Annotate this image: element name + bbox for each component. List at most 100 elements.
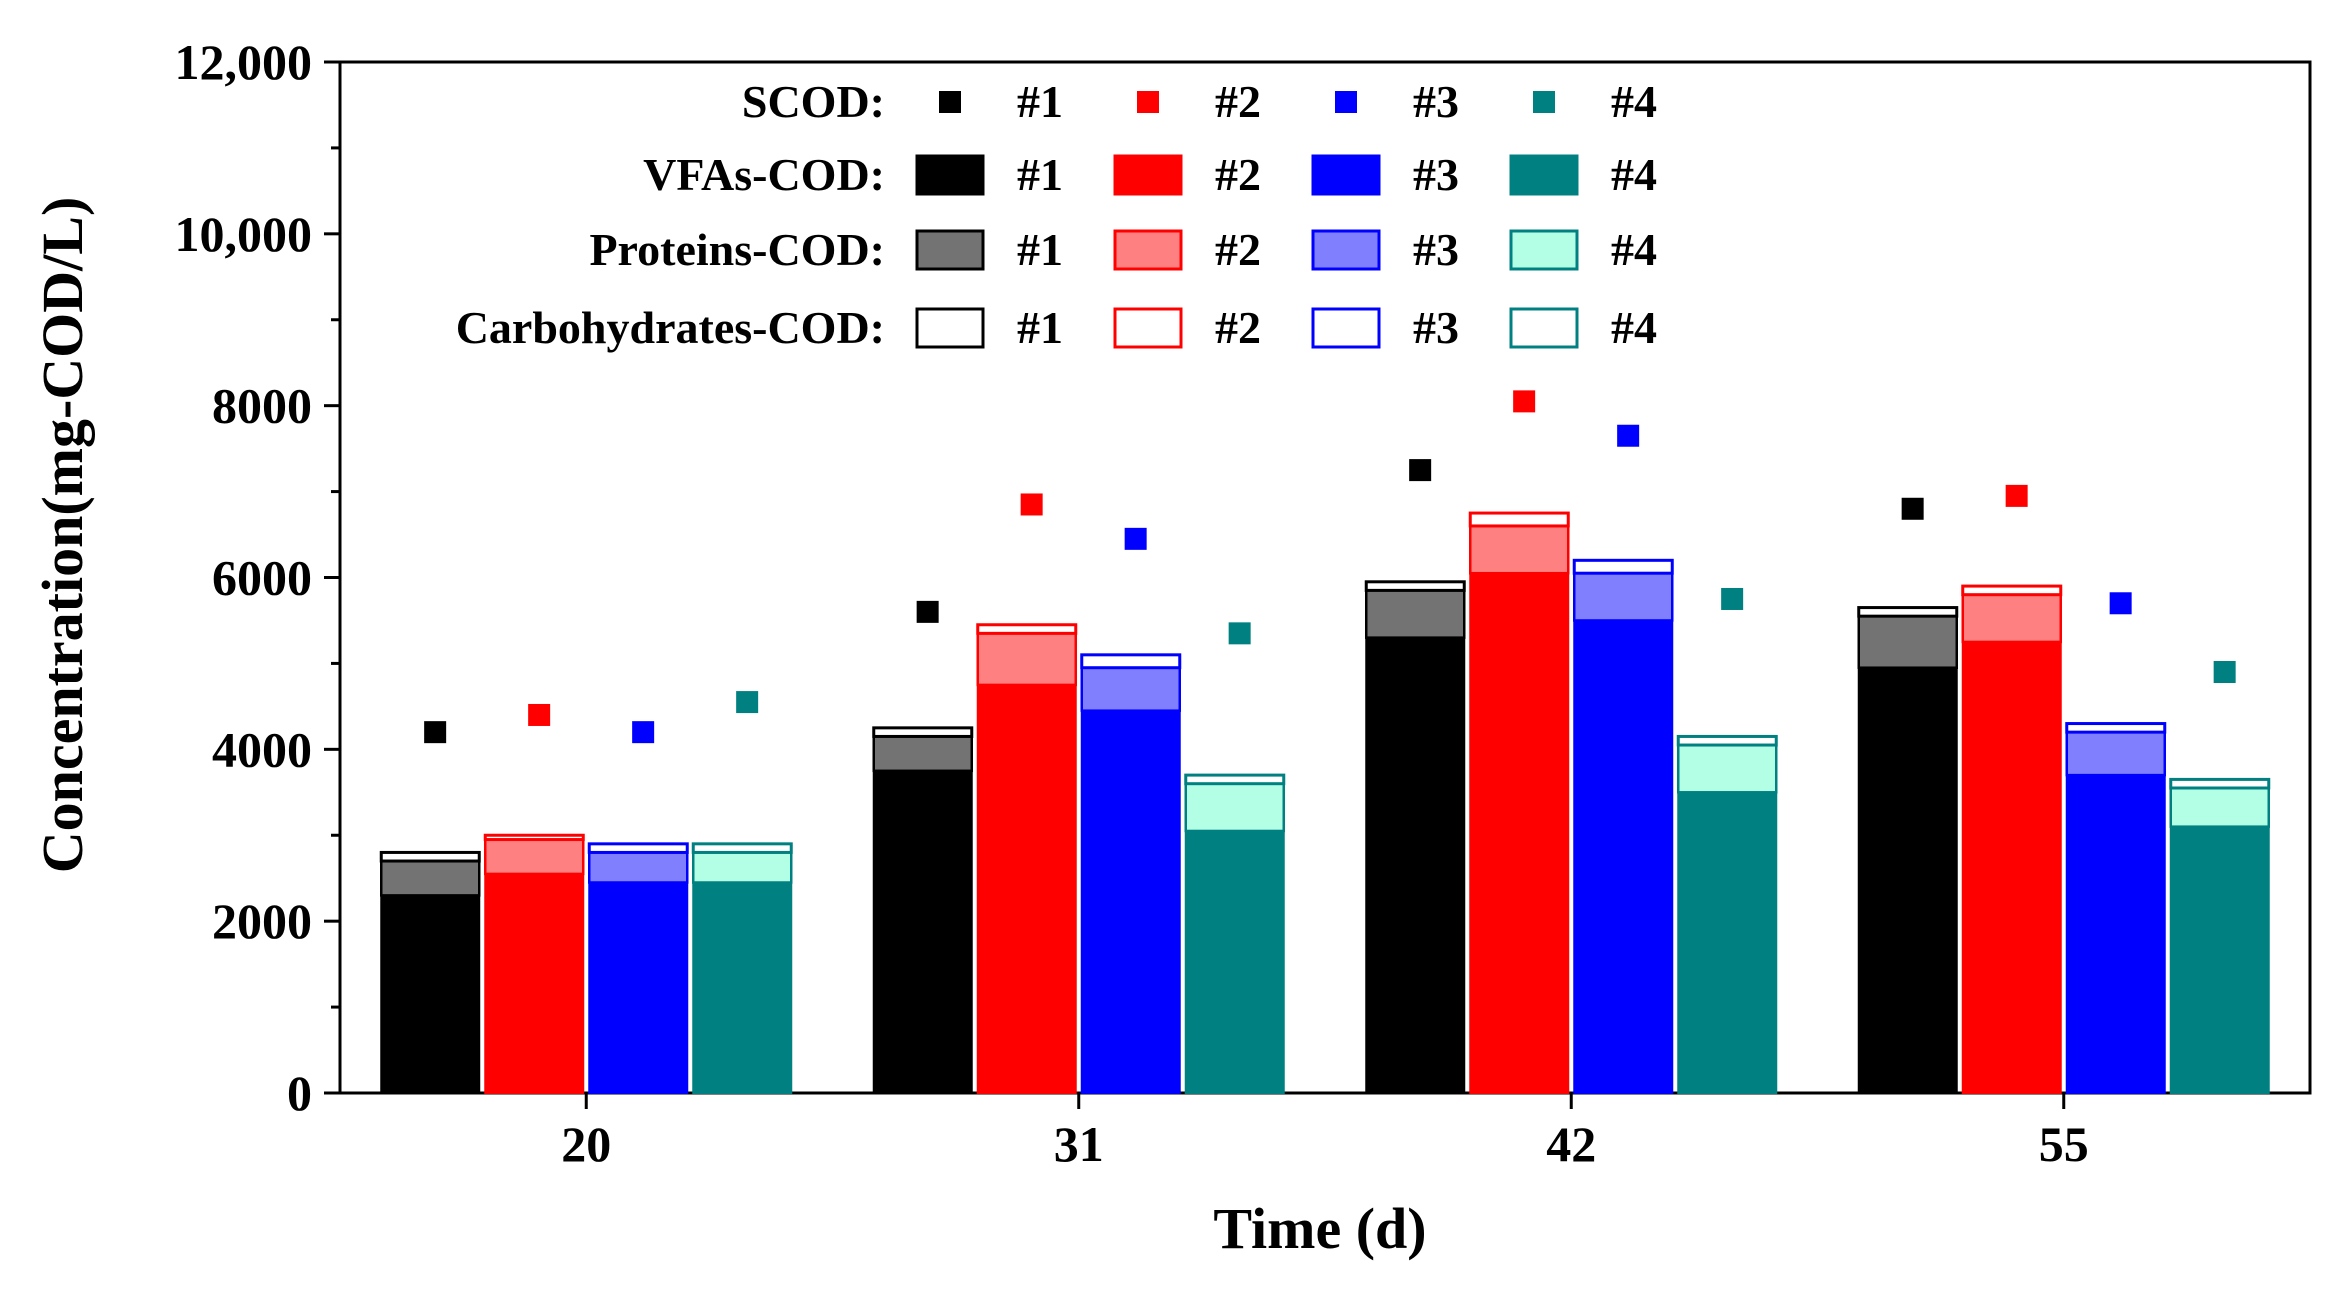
legend-swatch-scod-1 bbox=[939, 91, 961, 113]
bar-carbohydrates-3-day-42 bbox=[1572, 558, 1674, 575]
bar-vfas-3-day-55 bbox=[2065, 774, 2166, 1094]
bar-carbohydrates-2-day-42 bbox=[1468, 511, 1570, 528]
bar-proteins-2-day-42 bbox=[1469, 524, 1570, 575]
bar-proteins-3-day-20 bbox=[588, 851, 689, 884]
scod-point-4-day-55 bbox=[2213, 661, 2236, 684]
legend-swatch-proteins-3 bbox=[1311, 229, 1381, 271]
scod-point-2-day-20 bbox=[528, 703, 551, 726]
legend-swatch-proteins-1 bbox=[915, 229, 985, 271]
legend-swatch-vfas-3 bbox=[1311, 154, 1381, 196]
bar-proteins-3-day-31 bbox=[1080, 666, 1181, 712]
bar-vfas-2-day-31 bbox=[976, 683, 1077, 1094]
scod-point-2-day-55 bbox=[2005, 484, 2028, 507]
legend-row-label-scod: SCOD: bbox=[742, 76, 885, 127]
bar-proteins-1-day-31 bbox=[872, 735, 973, 773]
scod-point-4-day-20 bbox=[736, 691, 759, 714]
bar-carbohydrates-3-day-31 bbox=[1080, 653, 1182, 670]
legend-swatch-scod-2 bbox=[1137, 91, 1159, 113]
legend-entry-label: #2 bbox=[1215, 149, 1261, 200]
legend-entry-label: #3 bbox=[1413, 224, 1459, 275]
legend-row-label-vfas-cod: VFAs-COD: bbox=[643, 149, 885, 200]
x-axis-title: Time (d) bbox=[1213, 1196, 1426, 1261]
legend-entry-label: #4 bbox=[1611, 302, 1657, 353]
bar-proteins-3-day-55 bbox=[2065, 730, 2166, 777]
bar-carbohydrates-4-day-55 bbox=[2169, 777, 2271, 790]
bar-carbohydrates-1-day-20 bbox=[379, 850, 481, 863]
bar-carbohydrates-4-day-31 bbox=[1184, 773, 1286, 786]
bar-carbohydrates-2-day-31 bbox=[976, 623, 1078, 635]
legend-entry-label: #1 bbox=[1017, 302, 1063, 353]
bar-carbohydrates-2-day-20 bbox=[483, 833, 585, 842]
bar-vfas-2-day-42 bbox=[1469, 572, 1570, 1094]
scod-point-1-day-55 bbox=[1901, 497, 1924, 520]
scod-point-3-day-55 bbox=[2109, 592, 2132, 615]
bar-vfas-4-day-42 bbox=[1677, 791, 1778, 1095]
bar-vfas-3-day-20 bbox=[588, 881, 689, 1094]
bar-proteins-4-day-31 bbox=[1184, 782, 1285, 833]
legend-swatch-vfas-2 bbox=[1113, 154, 1183, 196]
x-tick-label: 31 bbox=[1054, 1116, 1104, 1172]
y-axis-title: Concentration(mg-COD/L) bbox=[30, 197, 95, 874]
legend-entry-label: #3 bbox=[1413, 76, 1459, 127]
bar-carbohydrates-1-day-42 bbox=[1364, 580, 1466, 592]
bar-proteins-4-day-42 bbox=[1677, 743, 1778, 794]
bar-vfas-1-day-42 bbox=[1365, 636, 1466, 1094]
y-tick-label: 4000 bbox=[212, 721, 312, 777]
legend-swatch-proteins-4 bbox=[1509, 229, 1579, 271]
bar-vfas-2-day-20 bbox=[484, 872, 585, 1094]
legend-entry-label: #4 bbox=[1611, 149, 1657, 200]
y-tick-label: 0 bbox=[287, 1065, 312, 1121]
legend-swatch-carbohydrates-3 bbox=[1311, 307, 1381, 349]
legend-entry-label: #2 bbox=[1215, 302, 1261, 353]
legend-swatch-proteins-2 bbox=[1113, 229, 1183, 271]
y-tick-label: 6000 bbox=[212, 550, 312, 606]
legend-entry-label: #4 bbox=[1611, 224, 1657, 275]
legend-swatch-vfas-1 bbox=[915, 154, 985, 196]
bar-carbohydrates-4-day-20 bbox=[691, 842, 793, 854]
bar-vfas-4-day-55 bbox=[2169, 825, 2270, 1094]
scod-point-4-day-31 bbox=[1228, 622, 1251, 645]
bar-proteins-3-day-42 bbox=[1573, 571, 1674, 622]
legend-swatch-scod-3 bbox=[1335, 91, 1357, 113]
bar-vfas-2-day-55 bbox=[1961, 640, 2062, 1094]
y-tick-label: 8000 bbox=[212, 378, 312, 434]
legend-row-label-carbohydrates-cod: Carbohydrates-COD: bbox=[456, 302, 885, 353]
x-tick-label: 42 bbox=[1546, 1116, 1596, 1172]
bar-vfas-1-day-55 bbox=[1857, 666, 1958, 1095]
legend-entry-label: #1 bbox=[1017, 76, 1063, 127]
bar-carbohydrates-2-day-55 bbox=[1961, 584, 2063, 597]
bar-vfas-4-day-31 bbox=[1184, 829, 1285, 1094]
bar-proteins-4-day-20 bbox=[692, 851, 793, 884]
legend-swatch-scod-4 bbox=[1533, 91, 1555, 113]
legend-swatch-carbohydrates-4 bbox=[1509, 307, 1579, 349]
x-tick-label: 55 bbox=[2039, 1116, 2089, 1172]
legend-entry-label: #1 bbox=[1017, 224, 1063, 275]
bar-carbohydrates-3-day-20 bbox=[587, 842, 689, 854]
scod-point-4-day-42 bbox=[1721, 587, 1744, 610]
bar-proteins-2-day-31 bbox=[976, 632, 1077, 687]
scod-point-3-day-42 bbox=[1617, 424, 1640, 447]
bar-proteins-1-day-20 bbox=[380, 859, 481, 897]
legend-entry-label: #4 bbox=[1611, 76, 1657, 127]
legend-swatch-carbohydrates-1 bbox=[915, 307, 985, 349]
bar-proteins-2-day-20 bbox=[484, 838, 585, 876]
scod-point-3-day-31 bbox=[1124, 527, 1147, 550]
bar-proteins-4-day-55 bbox=[2169, 786, 2270, 828]
bar-proteins-1-day-55 bbox=[1857, 614, 1958, 669]
bar-vfas-1-day-31 bbox=[872, 769, 973, 1094]
legend-entry-label: #2 bbox=[1215, 76, 1261, 127]
bar-proteins-2-day-55 bbox=[1961, 593, 2062, 644]
bar-vfas-3-day-42 bbox=[1573, 619, 1674, 1094]
bar-vfas-4-day-20 bbox=[692, 881, 793, 1094]
bar-proteins-1-day-42 bbox=[1365, 589, 1466, 639]
legend-entry-label: #2 bbox=[1215, 224, 1261, 275]
bar-carbohydrates-3-day-55 bbox=[2065, 722, 2167, 734]
bar-vfas-1-day-20 bbox=[380, 894, 481, 1094]
bar-vfas-3-day-31 bbox=[1080, 709, 1181, 1094]
legend-row-label-proteins-cod: Proteins-COD: bbox=[589, 224, 885, 275]
legend-swatch-carbohydrates-2 bbox=[1113, 307, 1183, 349]
bar-carbohydrates-1-day-55 bbox=[1857, 606, 1959, 618]
x-tick-label: 20 bbox=[561, 1116, 611, 1172]
y-tick-label: 2000 bbox=[212, 893, 312, 949]
